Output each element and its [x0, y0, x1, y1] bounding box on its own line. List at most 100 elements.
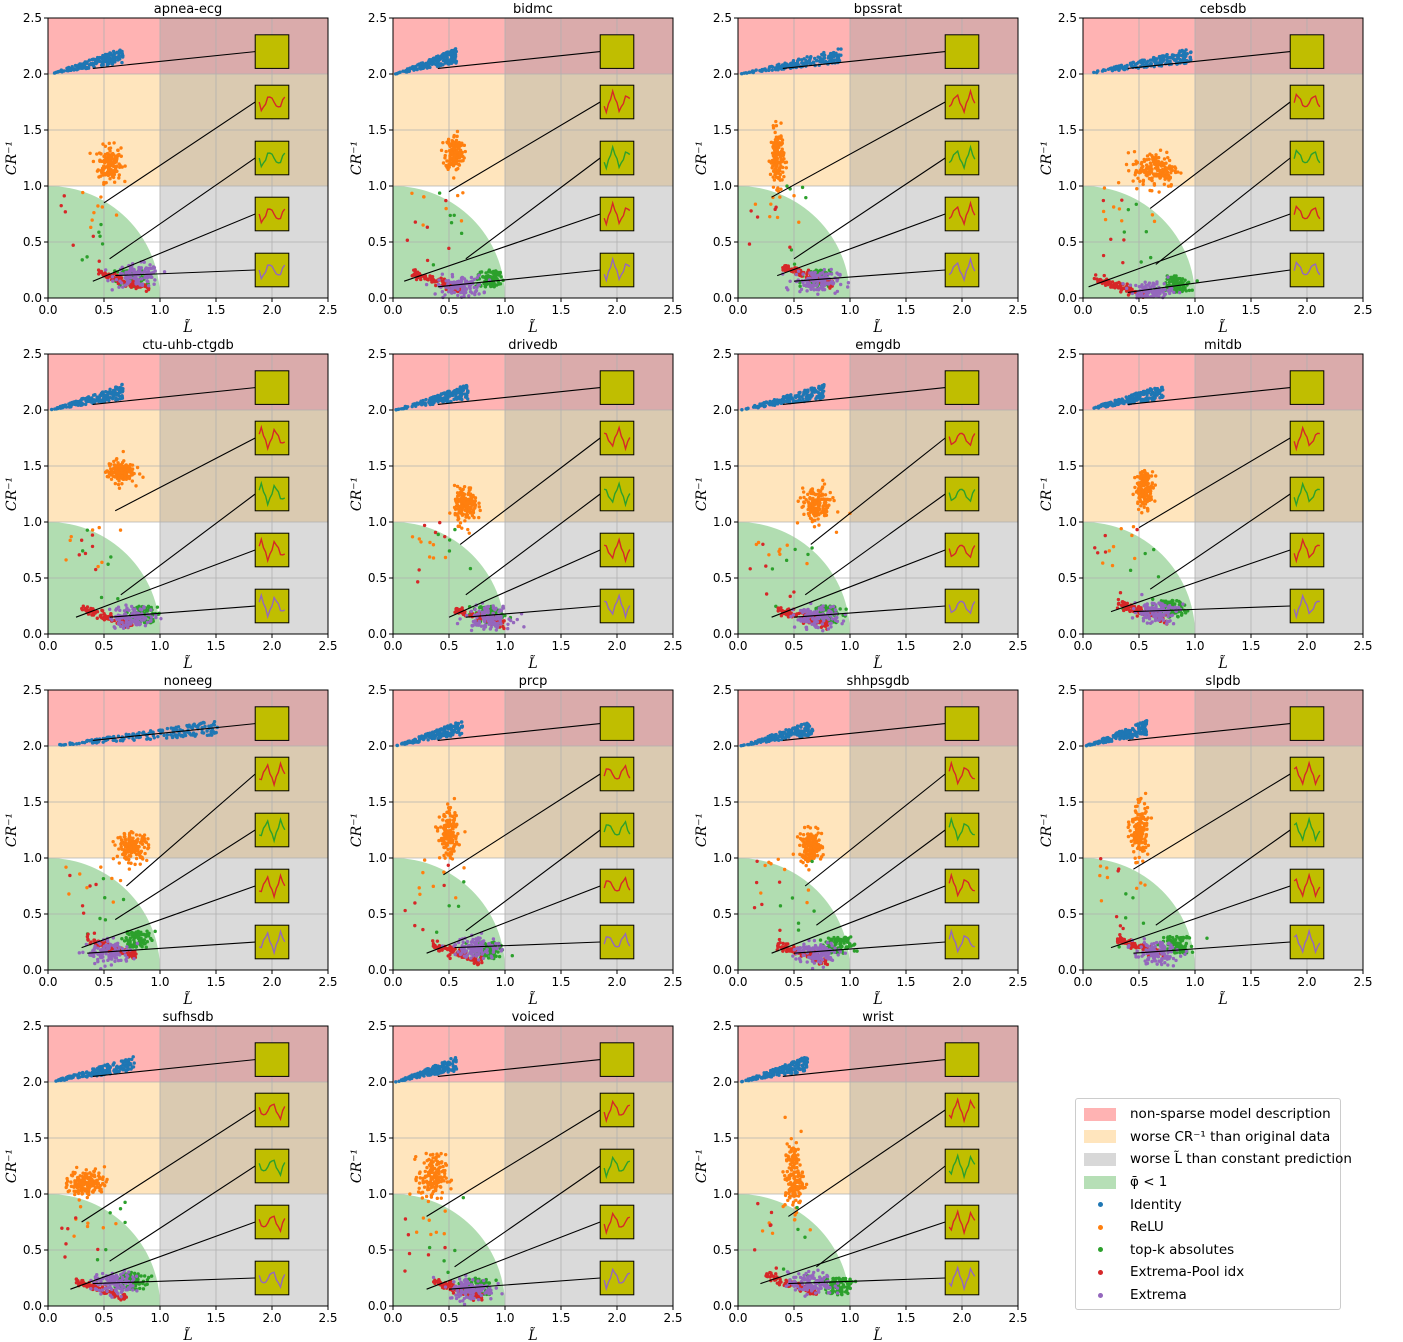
region-worse-loss	[505, 354, 673, 634]
point-extrema	[508, 618, 513, 623]
point-relu	[135, 465, 140, 470]
point-identity	[73, 63, 78, 68]
point-relu	[445, 159, 449, 163]
point-extrema-pool	[455, 607, 459, 611]
inset-box	[1289, 252, 1325, 288]
x-tick-label: 0.0	[383, 303, 402, 317]
y-tick-label: 2.5	[368, 347, 387, 361]
point-identity	[429, 402, 434, 406]
point-extrema	[114, 608, 118, 612]
point-extrema	[846, 281, 851, 285]
point-identity	[744, 407, 748, 411]
point-extrema	[138, 607, 142, 611]
point-identity	[816, 396, 821, 400]
y-tick-label: 0.5	[713, 235, 732, 249]
point-relu	[818, 498, 822, 502]
point-extrema	[474, 288, 479, 293]
point-relu	[117, 165, 122, 169]
point-extrema-pool	[444, 198, 448, 203]
point-topk	[487, 270, 492, 274]
point-extrema	[149, 615, 154, 619]
point-relu	[114, 169, 118, 174]
point-relu	[456, 524, 460, 529]
point-relu	[1147, 167, 1152, 172]
point-relu	[64, 558, 68, 562]
point-relu	[817, 523, 821, 527]
point-relu	[69, 534, 73, 539]
point-identity	[1165, 59, 1170, 64]
point-relu	[1163, 177, 1167, 182]
point-extrema-pool	[417, 568, 421, 572]
point-extrema	[123, 283, 128, 287]
point-identity	[1092, 70, 1096, 75]
point-extrema-pool	[792, 590, 796, 594]
point-extrema	[125, 625, 130, 629]
point-relu	[1141, 179, 1146, 184]
point-topk	[1122, 230, 1127, 234]
point-extrema	[117, 618, 121, 623]
point-extrema	[807, 284, 811, 289]
point-extrema	[116, 622, 121, 626]
point-extrema	[805, 289, 809, 293]
point-extrema	[814, 624, 818, 628]
point-relu	[1161, 161, 1165, 166]
point-extrema	[845, 285, 850, 289]
subplot-title: bidmc	[513, 2, 553, 17]
point-identity	[783, 61, 787, 65]
point-relu	[459, 219, 464, 223]
point-identity	[835, 57, 839, 62]
point-relu	[832, 498, 836, 503]
point-extrema	[139, 266, 144, 270]
point-extrema	[111, 279, 115, 283]
point-relu	[103, 161, 107, 165]
point-identity	[424, 403, 428, 407]
x-axis-label: L̃	[872, 318, 882, 336]
point-identity	[419, 402, 424, 406]
y-tick-label: 2.0	[713, 67, 732, 81]
point-relu	[124, 472, 128, 476]
point-identity	[112, 54, 116, 59]
inset-box	[944, 34, 980, 69]
point-identity	[1092, 406, 1096, 410]
point-extrema	[146, 284, 151, 288]
y-tick-label: 1.5	[713, 123, 732, 137]
point-extrema	[472, 277, 477, 282]
point-relu	[427, 555, 432, 559]
point-relu	[1131, 162, 1135, 167]
inset-box	[599, 84, 635, 120]
point-topk	[486, 274, 490, 278]
point-extrema-pool	[788, 245, 792, 249]
point-identity	[120, 60, 124, 65]
subplot-mitdb: 0.0 0.5 1.0 1.5 2.0 2.50.00.51.01.52.02.5L̃CR…	[1039, 338, 1373, 672]
point-identity	[1095, 70, 1099, 75]
point-relu	[102, 165, 106, 170]
point-identity	[105, 62, 110, 66]
point-topk	[459, 231, 464, 236]
point-relu	[772, 178, 777, 182]
point-extrema-pool	[438, 520, 442, 525]
inset-box	[944, 370, 980, 405]
point-extrema	[811, 275, 816, 280]
y-tick-label: 0.5	[713, 571, 732, 585]
point-identity	[828, 53, 833, 58]
subplot-drivedb: 0.0 0.5 1.0 1.5 2.0 2.50.00.51.01.52.02.5L̃CR…	[349, 338, 683, 672]
point-identity	[410, 65, 415, 69]
point-extrema	[493, 621, 497, 626]
point-relu	[811, 496, 815, 501]
point-relu	[428, 540, 432, 545]
point-relu	[769, 202, 773, 206]
point-extrema-pool	[748, 567, 752, 571]
point-extrema-pool	[1118, 286, 1123, 290]
x-tick-label: 2.0	[262, 639, 281, 653]
point-topk	[482, 281, 486, 286]
point-extrema-pool	[432, 280, 437, 284]
point-identity	[53, 407, 57, 411]
point-relu	[777, 135, 781, 139]
point-extrema	[816, 616, 821, 621]
point-relu	[813, 508, 818, 512]
point-extrema	[116, 605, 121, 609]
point-relu	[1156, 161, 1160, 166]
point-extrema	[483, 619, 487, 624]
point-relu	[457, 145, 461, 150]
point-relu	[122, 459, 126, 463]
